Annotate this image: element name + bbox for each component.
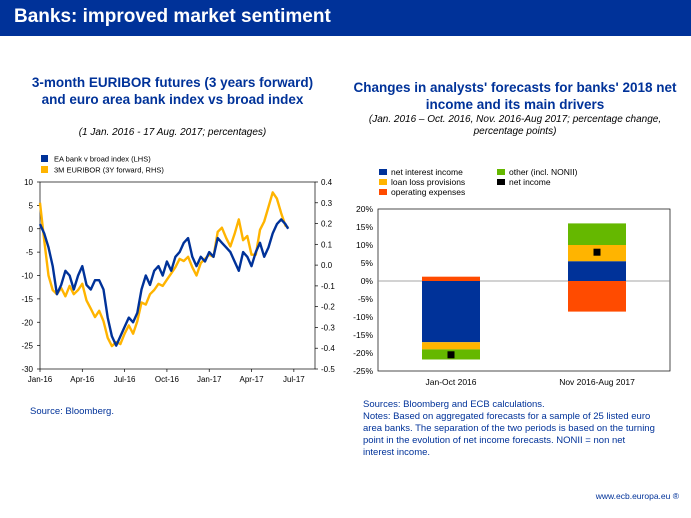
bar-y-tick-label: 15% (356, 222, 373, 232)
legend-swatch (379, 189, 387, 195)
bar-y-tick-label: 0% (361, 276, 374, 286)
x-tick-label: Jan-16 (28, 375, 53, 384)
left-y-tick-label: 5 (29, 201, 34, 210)
bar-segment (422, 281, 480, 343)
bar-plot-frame (377, 208, 671, 372)
left-y-tick-label: -20 (21, 318, 33, 327)
legend-swatch (379, 169, 387, 175)
notes-line-2: Notes: Based on aggregated forecasts for… (363, 411, 651, 422)
bar-y-tick-label: -25% (353, 366, 373, 376)
bar-y-tick-label: -20% (353, 348, 373, 358)
footer-link[interactable]: www.ecb.europa.eu ® (595, 491, 679, 501)
legend-label: net income (509, 177, 551, 187)
bar-segment (568, 261, 626, 281)
bar-category-label: Nov 2016-Aug 2017 (559, 377, 635, 387)
left-y-tick-label: 10 (24, 178, 33, 187)
bar-y-tick-label: 5% (361, 258, 374, 268)
right-chart-notes: Sources: Bloomberg and ECB calculations.… (363, 399, 683, 459)
right-y-tick-label: 0.1 (321, 240, 333, 249)
series-line-left (38, 218, 290, 347)
left-plot-frame (39, 181, 316, 370)
right-y-tick-label: -0.2 (321, 303, 335, 312)
series-line-right (38, 191, 289, 348)
bar-segment (422, 276, 480, 281)
net-income-marker (593, 248, 601, 256)
right-y-tick-label: -0.4 (321, 344, 335, 353)
bar-y-tick-label: -10% (353, 312, 373, 322)
left-y-tick-label: 0 (29, 225, 34, 234)
notes-line-5: interest income. (363, 447, 431, 458)
right-y-tick-label: 0.3 (321, 199, 333, 208)
legend-label: 3M EURIBOR (3Y forward, RHS) (54, 166, 164, 175)
net-income-marker (447, 351, 455, 359)
bar-segment (422, 342, 480, 350)
bar-segment (568, 223, 626, 245)
right-y-tick-label: -0.5 (321, 365, 335, 374)
left-y-tick-label: -10 (21, 272, 33, 281)
bar-category-label: Jan-Oct 2016 (425, 377, 476, 387)
legend-label: net interest income (391, 167, 463, 177)
x-tick-label: Jul-16 (114, 375, 136, 384)
bar-y-tick-label: 20% (356, 204, 373, 214)
legend-swatch (379, 179, 387, 185)
bar-y-tick-label: 10% (356, 240, 373, 250)
right-chart-title: Changes in analysts' forecasts for banks… (353, 80, 677, 112)
bar-y-tick-label: -15% (353, 330, 373, 340)
notes-line-3: area banks. The separation of the two pe… (363, 423, 655, 434)
x-tick-label: Jan-17 (197, 375, 222, 384)
right-y-tick-label: 0.2 (321, 220, 333, 229)
left-y-tick-label: -25 (21, 342, 33, 351)
legend-swatch (41, 166, 48, 173)
bar-segment (568, 281, 626, 312)
notes-line-1: Sources: Bloomberg and ECB calculations. (363, 399, 545, 410)
x-tick-label: Oct-16 (155, 375, 180, 384)
legend-label: EA bank v broad index (LHS) (54, 155, 151, 164)
header-bar: Banks: improved market sentiment (0, 0, 691, 36)
left-y-tick-label: -5 (26, 248, 34, 257)
right-y-tick-label: -0.1 (321, 282, 335, 291)
legend-label: loan loss provisions (391, 177, 465, 187)
notes-line-4: point in the evolution of net income for… (363, 435, 626, 446)
right-y-tick-label: -0.3 (321, 323, 335, 332)
right-y-tick-label: 0.4 (321, 178, 333, 187)
left-chart-source: Source: Bloomberg. (30, 406, 114, 417)
legend-swatch (497, 169, 505, 175)
right-y-tick-label: 0.0 (321, 261, 333, 270)
legend-swatch (497, 179, 505, 185)
right-chart-subtitle: (Jan. 2016 – Oct. 2016, Nov. 2016-Aug 20… (368, 114, 662, 137)
legend-label: other (incl. NONII) (509, 167, 578, 177)
x-tick-label: Jul-17 (283, 375, 305, 384)
bar-y-tick-label: -5% (358, 294, 374, 304)
left-y-tick-label: -15 (21, 295, 33, 304)
legend-swatch (41, 155, 48, 162)
page-title: Banks: improved market sentiment (14, 6, 331, 27)
left-chart-subtitle: (1 Jan. 2016 - 17 Aug. 2017; percentages… (78, 127, 267, 138)
left-y-tick-label: -30 (21, 365, 33, 374)
x-tick-label: Apr-16 (70, 375, 95, 384)
legend-label: operating expenses (391, 187, 465, 197)
x-tick-label: Apr-17 (240, 375, 265, 384)
left-chart-title: 3-month EURIBOR futures (3 years forward… (31, 75, 314, 107)
